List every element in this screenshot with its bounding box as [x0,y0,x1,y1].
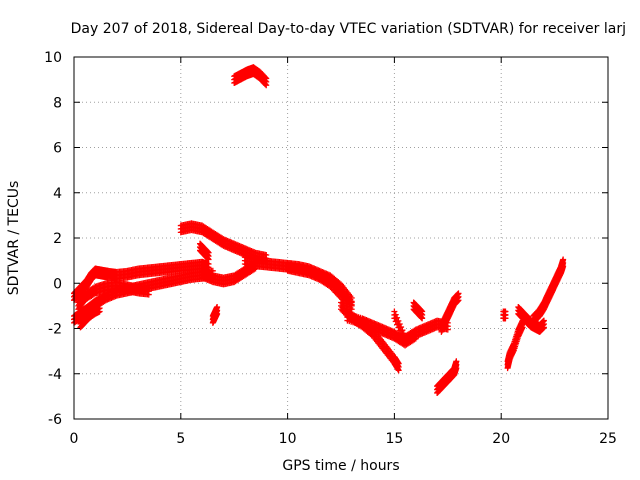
grid [74,57,608,419]
y-tick-label: 8 [53,95,62,111]
data-point [392,311,399,318]
series [231,64,270,89]
y-axis-label: SDTVAR / TECUs [6,181,22,296]
y-tick-label: 4 [53,186,62,202]
data-point [394,314,401,321]
series [438,290,462,335]
y-tick-label: -4 [48,367,62,383]
series [504,317,526,372]
y-tick-label: 0 [53,276,62,292]
series [434,358,460,396]
data-point [560,256,567,263]
data-point [502,308,509,315]
series [71,258,212,304]
data-point [262,74,269,81]
chart-title: Day 207 of 2018, Sidereal Day-to-day VTE… [71,21,626,37]
series [77,301,103,331]
data-point [398,324,405,331]
series [75,279,152,313]
data-point [263,251,270,258]
data-point [396,320,403,327]
tick-labels: 0 5 10 15 20 25 -6 -4 -2 0 2 4 6 8 10 [44,50,617,447]
series [410,299,426,322]
data-point [205,249,212,256]
data-point [395,360,402,367]
data-point [96,301,103,308]
data-point [391,308,398,315]
data-point [214,304,221,311]
series [515,304,547,335]
x-tick-label: 0 [70,431,79,447]
series [209,304,221,326]
data-point [399,327,406,334]
data-point [263,75,270,82]
x-tick-label: 20 [492,431,510,447]
series [530,256,567,326]
data-point [453,358,460,365]
y-tick-label: -2 [48,322,62,338]
x-axis-label: GPS time / hours [282,458,399,474]
y-tick-label: 6 [53,141,62,157]
y-tick-label: 10 [44,50,62,66]
data-point [336,280,343,287]
series [197,240,212,263]
x-tick-label: 10 [279,431,297,447]
axis-ticks [73,56,609,420]
data-point [419,308,426,315]
data-point [348,299,355,306]
x-tick-label: 25 [599,431,617,447]
series [241,254,355,308]
series [500,308,509,322]
series [177,220,270,265]
data-point [540,317,547,324]
x-tick-label: 15 [385,431,403,447]
data-points [71,64,567,396]
y-tick-label: 2 [53,231,62,247]
data-point [145,284,152,291]
x-tick-label: 5 [176,431,185,447]
data-point [395,317,402,324]
data-point [455,290,462,297]
y-tick-label: -6 [48,412,62,428]
